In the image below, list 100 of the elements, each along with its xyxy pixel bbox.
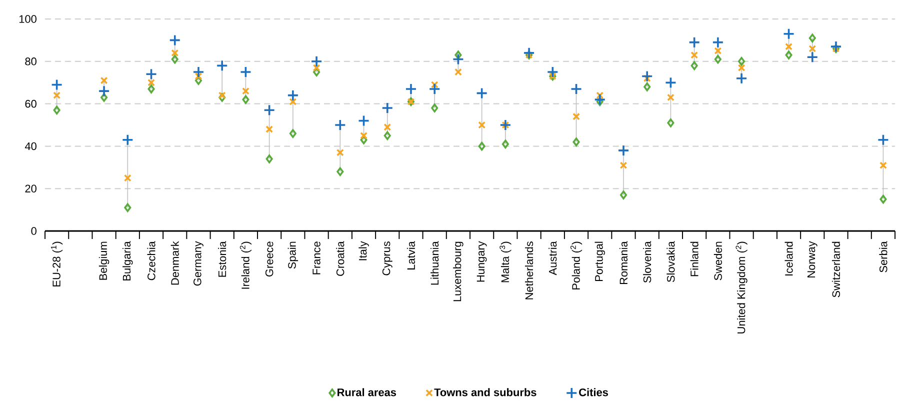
point — [785, 42, 792, 50]
x-tick-label: Greece — [265, 242, 274, 276]
point — [192, 66, 204, 78]
point — [879, 162, 887, 170]
point — [618, 144, 630, 156]
point — [124, 203, 132, 212]
x-tick-label: Sweden — [714, 242, 722, 280]
x-tick-label: Slovakia — [666, 241, 675, 282]
x-tick-label: Austria — [548, 241, 557, 276]
point — [452, 53, 464, 66]
point — [218, 93, 226, 102]
point — [690, 51, 698, 59]
point — [782, 28, 795, 40]
y-tick-label: 0 — [31, 227, 36, 235]
x-tick-label: Italy — [358, 241, 369, 260]
x-tick-label: Spain — [288, 242, 298, 269]
point — [53, 92, 61, 100]
point — [287, 89, 299, 102]
point — [194, 72, 202, 80]
point — [242, 95, 250, 104]
x-tick-label: Belgium — [98, 242, 110, 280]
point — [148, 78, 155, 86]
point — [310, 56, 322, 68]
point — [620, 190, 628, 200]
point — [216, 60, 228, 72]
x-tick-label: Iceland — [784, 242, 793, 276]
point — [122, 134, 134, 146]
point — [546, 66, 559, 78]
x-tick-label: Norway — [807, 241, 818, 278]
x-tick-label: Ireland ($^{2}$) — [240, 242, 252, 289]
point — [428, 83, 440, 95]
x-tick-label: Luxembourg — [453, 242, 464, 302]
point — [476, 87, 488, 100]
point — [644, 82, 651, 92]
point — [430, 80, 438, 88]
point — [570, 83, 582, 95]
point — [712, 36, 724, 48]
point — [100, 76, 108, 84]
point — [641, 70, 653, 82]
point — [667, 118, 674, 128]
point — [242, 87, 250, 95]
point — [523, 47, 535, 59]
point — [171, 49, 179, 57]
legend-label: Cities — [579, 388, 608, 396]
point — [171, 54, 178, 64]
point — [688, 36, 700, 48]
legend-label: Towns and suburbs — [434, 388, 536, 396]
point — [714, 47, 722, 55]
x-tick-label: Netherlands — [525, 242, 534, 300]
point — [289, 98, 297, 106]
point — [880, 194, 887, 204]
point — [145, 68, 158, 80]
point — [336, 148, 344, 156]
legend-label: Rural areas — [338, 388, 396, 396]
point — [808, 34, 816, 42]
x-tick-label: Switzerland — [832, 242, 840, 298]
x-tick-label: Lithuania — [430, 241, 439, 285]
point — [381, 102, 394, 114]
point — [714, 54, 722, 64]
point — [98, 85, 110, 97]
x-tick-label: Portugal — [594, 242, 605, 282]
point — [738, 57, 746, 66]
point — [664, 76, 677, 88]
point — [266, 154, 273, 164]
point — [666, 94, 674, 102]
point — [785, 50, 792, 60]
point — [690, 61, 698, 70]
x-tick-label: Estonia — [218, 241, 226, 277]
point — [240, 66, 252, 78]
point — [384, 131, 391, 140]
point — [384, 123, 392, 131]
point — [572, 112, 580, 120]
point — [168, 34, 181, 46]
x-tick-label: France — [312, 242, 320, 274]
point — [263, 104, 276, 116]
point — [478, 142, 486, 151]
x-tick-label: Croatia — [336, 241, 344, 276]
point — [405, 83, 417, 95]
point — [266, 126, 274, 133]
point — [594, 94, 606, 106]
y-tick-label: 60 — [25, 100, 36, 108]
x-tick-label: Cyprus — [382, 242, 392, 276]
point — [218, 92, 226, 100]
x-tick-label: Serbia — [879, 241, 888, 272]
point — [502, 140, 509, 148]
point — [53, 106, 60, 115]
point — [596, 97, 604, 106]
x-tick-label: EU-28 ($^{1}$) — [51, 242, 63, 286]
point — [124, 174, 132, 182]
point — [806, 51, 818, 64]
x-tick-label: Germany — [194, 241, 204, 286]
point — [620, 162, 628, 170]
x-tick-label: Romania — [619, 241, 628, 284]
point — [312, 64, 320, 72]
x-tick-label: Bulgaria — [122, 241, 133, 280]
point — [358, 114, 370, 127]
point — [830, 40, 842, 52]
point — [454, 68, 462, 76]
y-tick-label: 80 — [25, 58, 36, 66]
x-tick-label: Poland ($^{2}$) — [570, 242, 582, 290]
